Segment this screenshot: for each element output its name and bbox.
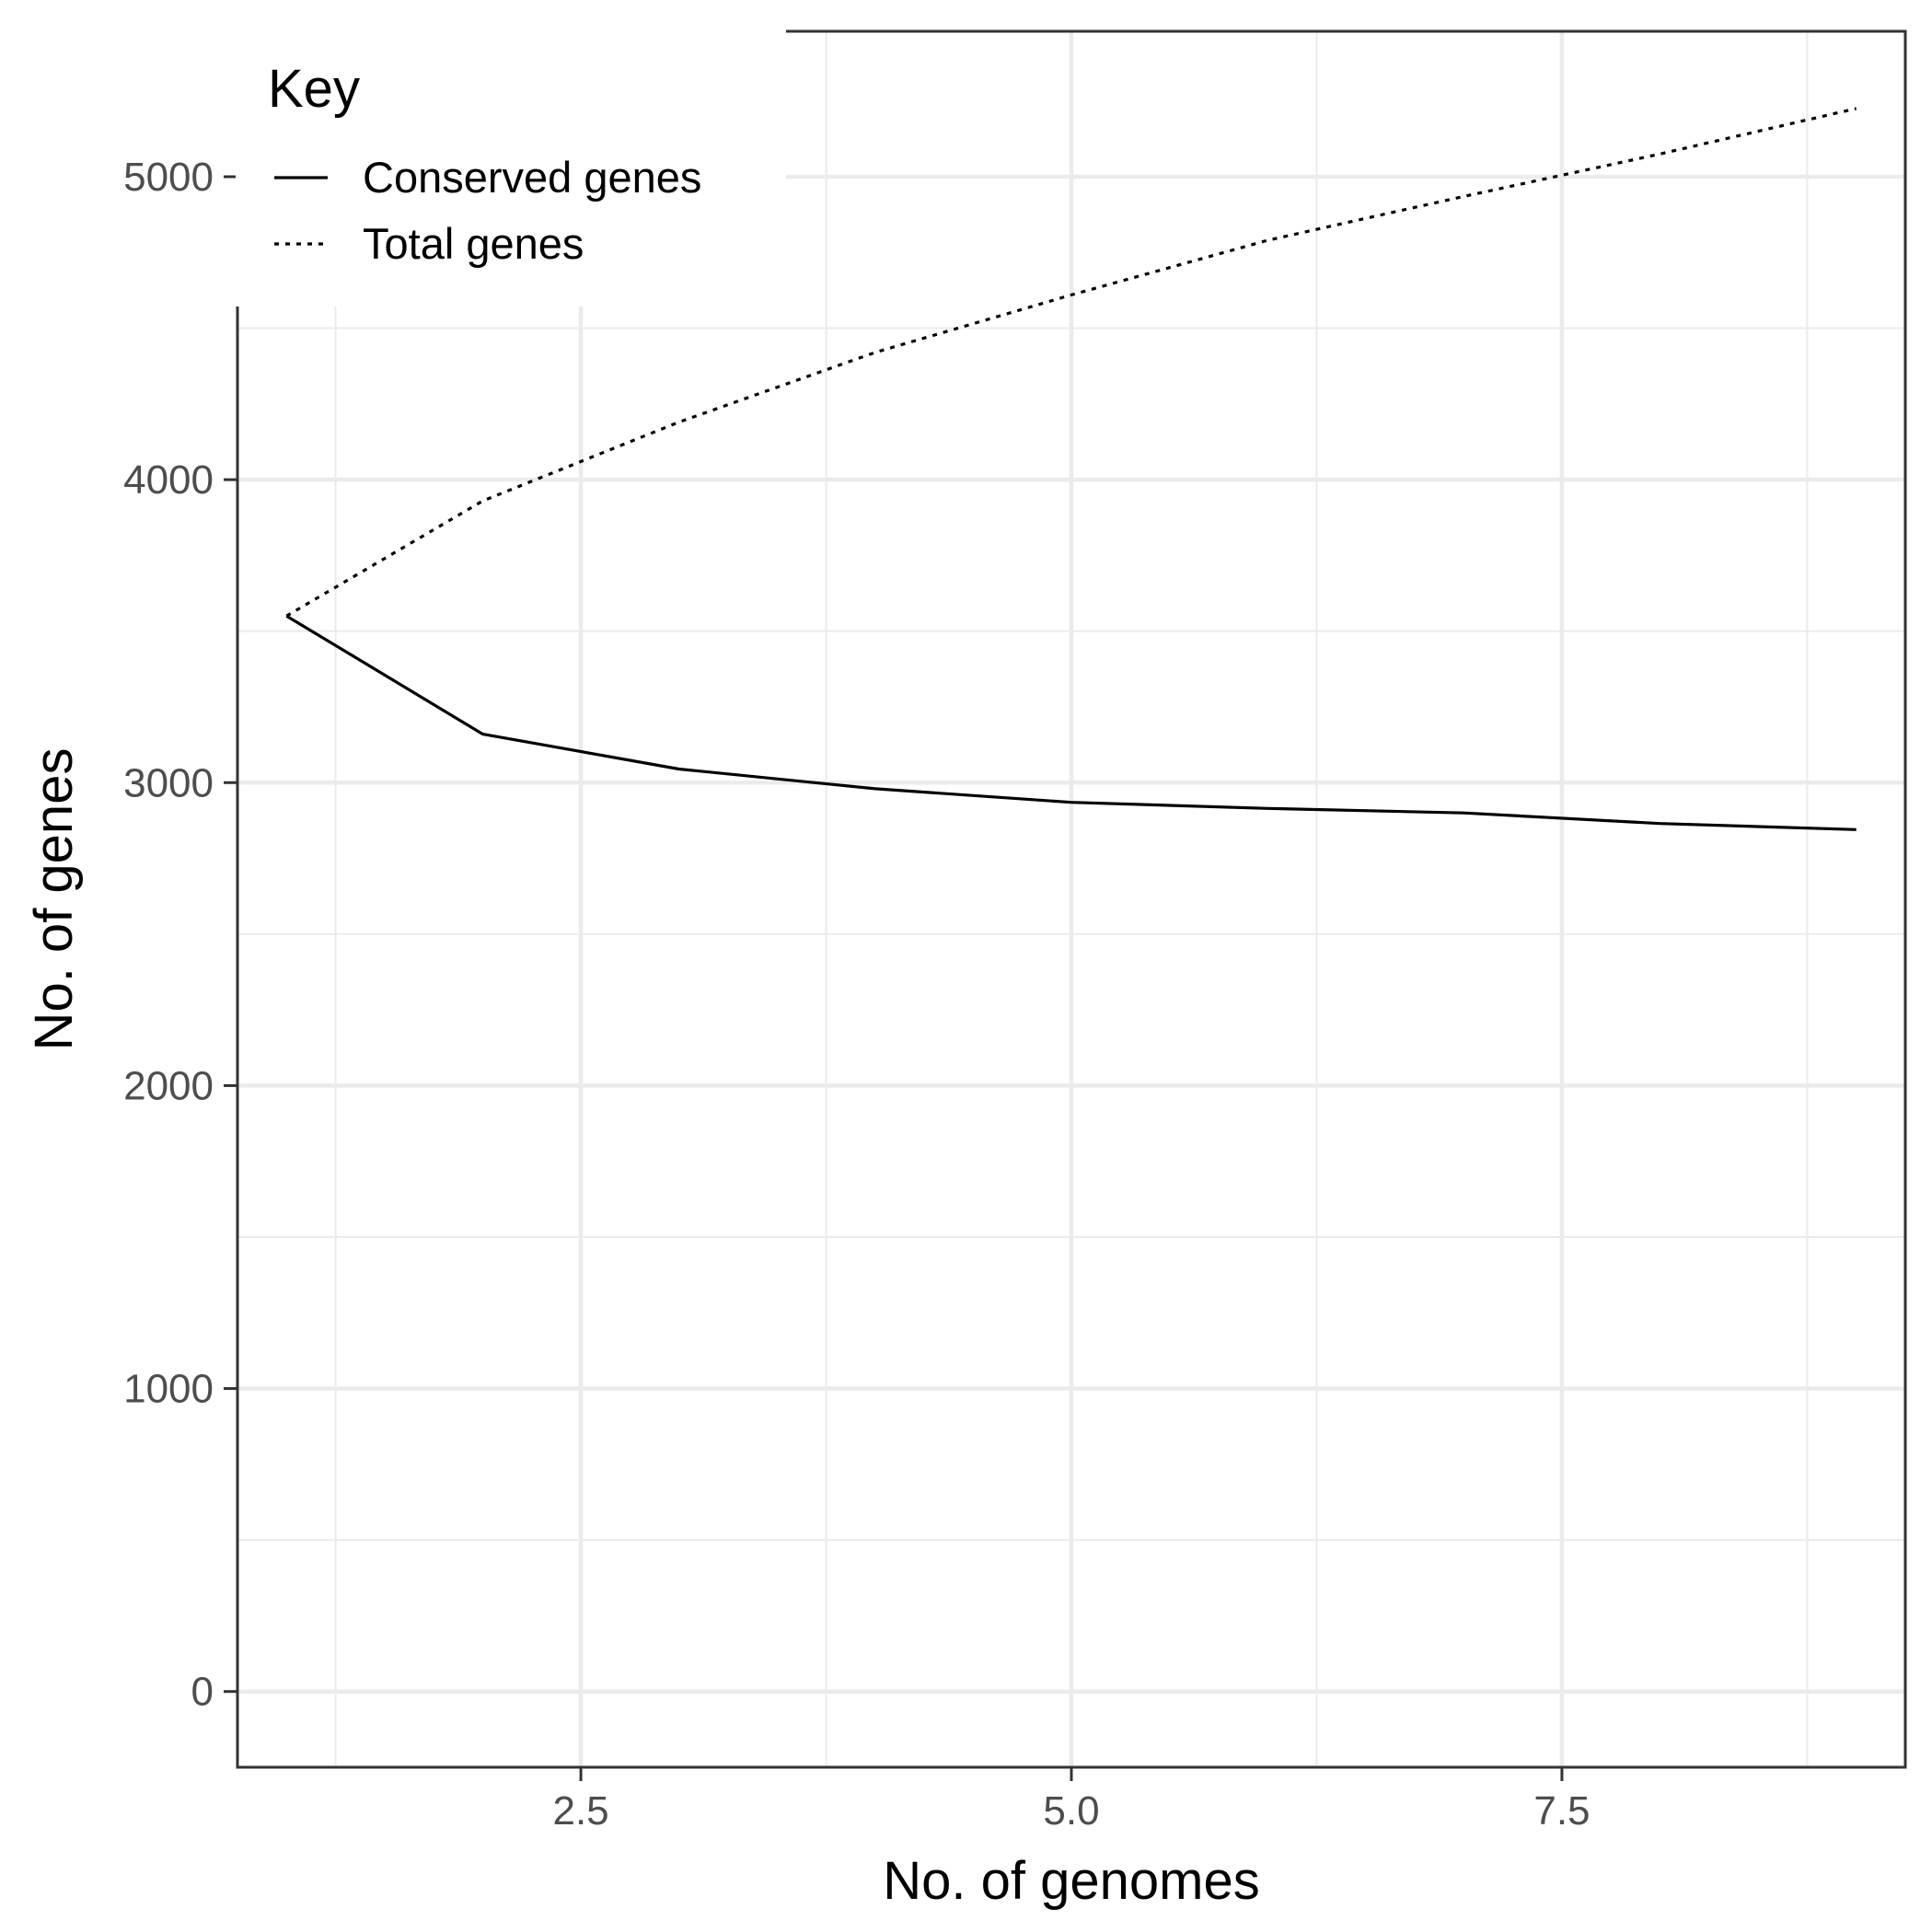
x-tick-label-0: 2.5 (552, 1788, 608, 1834)
x-tick-label-2: 7.5 (1533, 1788, 1590, 1834)
x-tick-label-1: 5.0 (1043, 1788, 1099, 1834)
y-tick-label-1: 1000 (123, 1367, 214, 1412)
series-line-total-genes (285, 107, 1857, 618)
y-tick-label-3: 3000 (123, 760, 214, 805)
y-tick-label-2: 2000 (123, 1063, 214, 1108)
legend-title: Key (268, 59, 360, 119)
series-line-conserved-genes (285, 614, 1857, 831)
x-axis: 2.5 5.0 7.5 (552, 1767, 1591, 1834)
legend: Key Conserved genes Total genes (236, 0, 786, 307)
y-tick-label-0: 0 (191, 1670, 214, 1715)
x-axis-title: No. of genomes (883, 1851, 1259, 1911)
y-axis-title: No. of genes (24, 748, 84, 1051)
legend-items: Conserved genes Total genes (274, 153, 701, 268)
legend-background (236, 0, 786, 307)
legend-label-total-genes: Total genes (363, 219, 584, 268)
y-tick-label-4: 4000 (123, 457, 214, 503)
y-tick-label-5: 5000 (123, 155, 214, 200)
legend-label-conserved-genes: Conserved genes (363, 153, 701, 202)
y-axis: 0 1000 2000 3000 4000 5000 (123, 155, 237, 1715)
series-layer (285, 107, 1857, 831)
